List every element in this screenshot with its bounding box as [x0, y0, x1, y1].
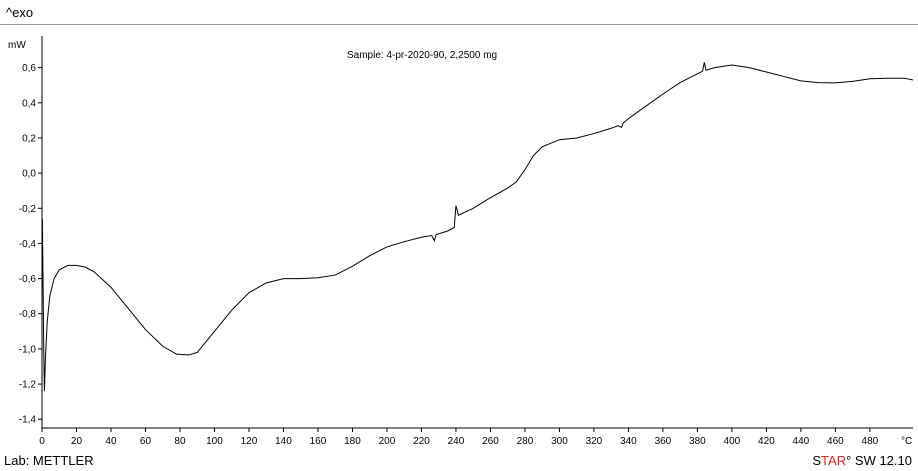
dsc-chart: mW °C Sample: 4-pr-2020-90, 2,2500 mg -1… [8, 36, 914, 447]
y-tick-label: -1,2 [19, 380, 37, 391]
x-tick-label: 0 [39, 436, 45, 447]
lab-label: Lab: METTLER [4, 453, 94, 468]
x-tick-label: 180 [344, 436, 361, 447]
x-tick-label: 40 [105, 436, 117, 447]
x-tick-label: 120 [241, 436, 258, 447]
y-tick-label: -0,8 [19, 309, 37, 320]
x-tick-label: 100 [206, 436, 223, 447]
x-tick-label: 200 [379, 436, 396, 447]
x-tick-label: 480 [862, 436, 879, 447]
x-tick-label: 280 [517, 436, 534, 447]
header-divider [0, 24, 918, 25]
x-ticks: 0 20 40 60 80 100 120 140 160 180 200 220 240 260 280 3… [39, 428, 879, 447]
x-tick-label: 160 [310, 436, 327, 447]
software-brand: TAR [821, 453, 847, 468]
x-tick-label: 60 [140, 436, 152, 447]
x-tick-label: 460 [827, 436, 844, 447]
y-tick-label: 0,0 [22, 169, 36, 180]
y-axis-unit-label: mW [8, 40, 26, 51]
x-tick-label: 140 [275, 436, 292, 447]
x-tick-label: 420 [758, 436, 775, 447]
y-tick-label: -1,4 [19, 415, 37, 426]
y-tick-label: -0,4 [19, 239, 37, 250]
x-tick-label: 340 [620, 436, 637, 447]
dsc-curve [41, 62, 914, 392]
x-tick-label: 380 [689, 436, 706, 447]
y-tick-label: -0,6 [19, 274, 37, 285]
x-tick-label: 300 [551, 436, 568, 447]
x-axis-unit-label: °C [901, 436, 912, 447]
x-tick-label: 260 [482, 436, 499, 447]
y-ticks: -1,4 -1,2 -1,0 -0,8 -0,6 -0,4 -0,2 0,0 0,2 0,4 0,6 [19, 63, 42, 426]
software-prefix: S [812, 453, 822, 468]
y-tick-label: 0,6 [22, 63, 36, 74]
x-tick-label: 440 [793, 436, 810, 447]
x-tick-label: 320 [586, 436, 603, 447]
exo-direction-label: ^exo [6, 5, 34, 20]
software-label: STAR° SW 12.10 [812, 453, 912, 468]
x-tick-label: 360 [655, 436, 672, 447]
y-tick-label: -0,2 [19, 204, 37, 215]
y-tick-label: -1,0 [19, 344, 37, 355]
y-tick-label: 0,2 [22, 133, 36, 144]
x-tick-label: 20 [71, 436, 83, 447]
sample-title: Sample: 4-pr-2020-90, 2,2500 mg [347, 50, 497, 61]
x-tick-label: 80 [174, 436, 186, 447]
x-tick-label: 400 [724, 436, 741, 447]
x-tick-label: 240 [448, 436, 465, 447]
software-suffix: ° SW 12.10 [846, 453, 912, 468]
x-tick-label: 220 [413, 436, 430, 447]
y-tick-label: 0,4 [22, 98, 36, 109]
